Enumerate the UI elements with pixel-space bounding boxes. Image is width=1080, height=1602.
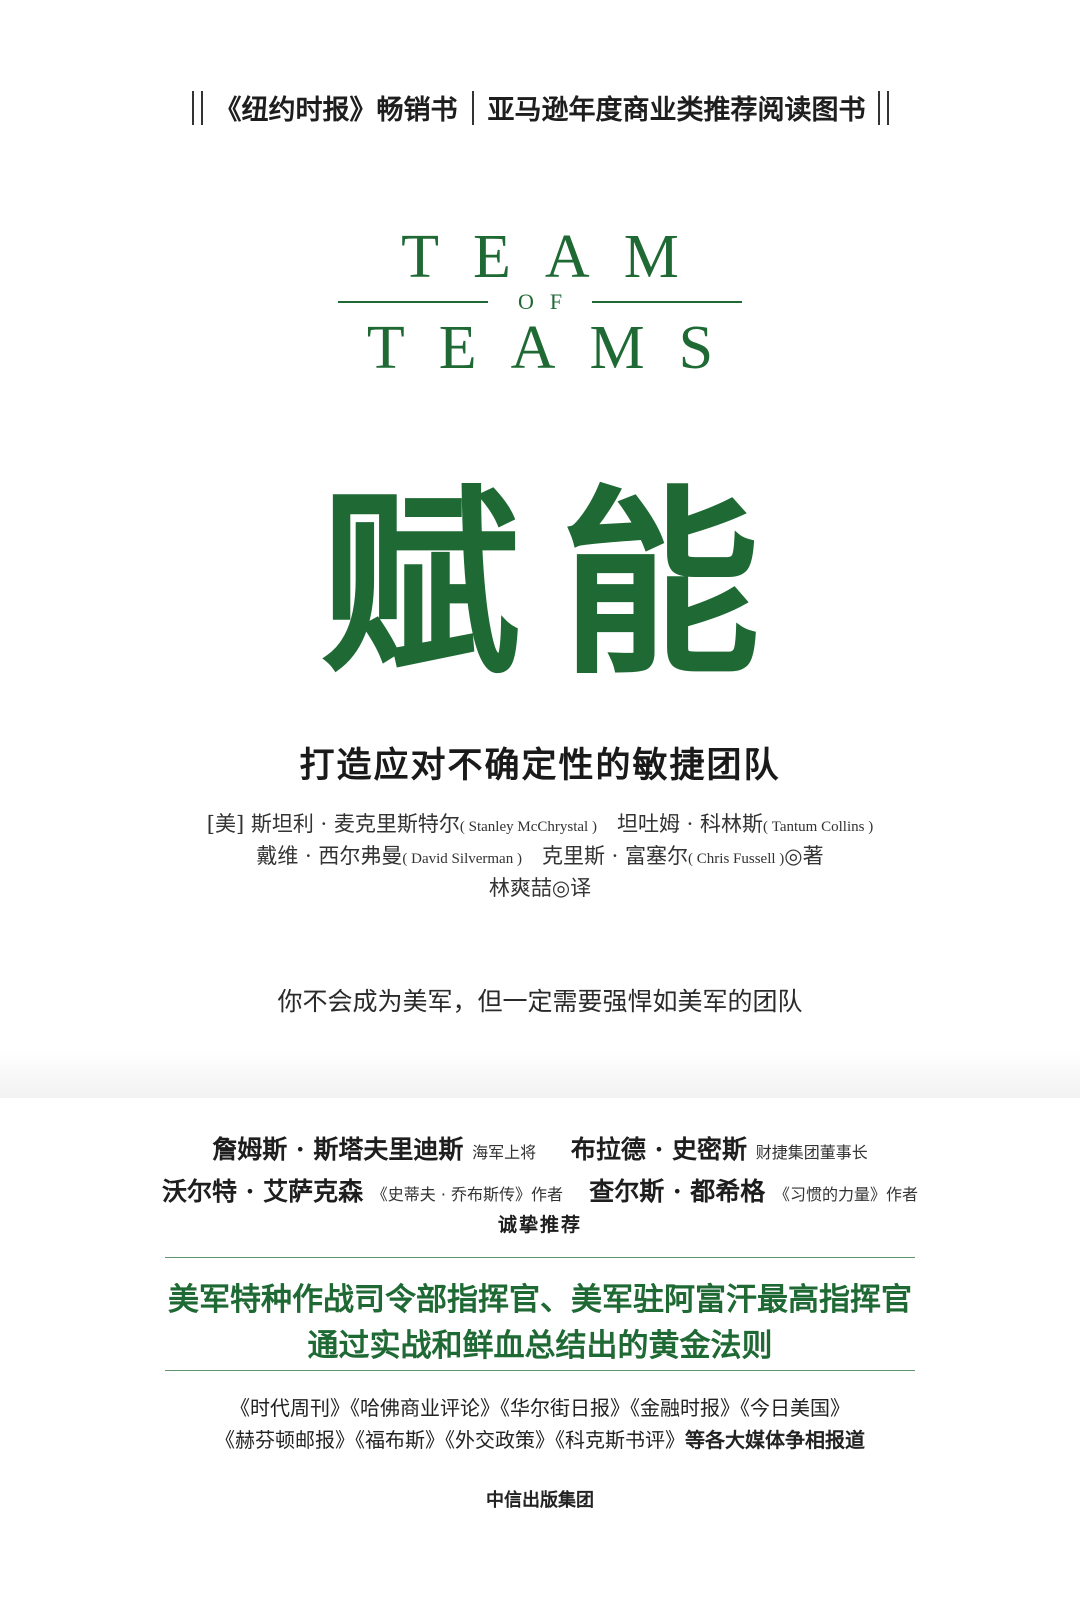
author-collins-en: ( Tantum Collins ) [763,819,874,835]
top-banner: 《纽约时报》畅销书 亚马逊年度商业类推荐阅读图书 [0,88,1080,127]
media-line2: 《赫芬顿邮报》《福布斯》《外交政策》《科克斯书评》等各大媒体争相报道 [0,1424,1080,1453]
double-bar-divider [877,90,889,125]
highlight-line2: 通过实战和鲜血总结出的黄金法则 [307,1328,773,1364]
banner-nyt-bestseller: 《纽约时报》畅销书 [214,95,458,126]
english-title-of: OF [517,289,579,314]
author-fussell-en: ( Chris Fussell ) [688,851,785,867]
book-title: 赋能 [319,467,800,702]
title-rule-left [337,301,488,303]
author-mcchrystal-en: ( Stanley McChrystal ) [459,819,597,835]
book-subtitle: 打造应对不确定性的敏捷团队 [299,746,781,786]
double-bar-divider [191,90,203,125]
recommender-stavridis: 詹姆斯 · 斯塔夫里迪斯 [212,1135,464,1164]
author-silverman-en: ( David Silverman ) [402,851,522,867]
authors-line1: [美] 斯坦利 · 麦克里斯特尔( Stanley McChrystal ) 坦… [0,808,1080,838]
author-fussell: 克里斯 · 富塞尔 [542,844,689,868]
authorship-mark: ◎著 [784,844,824,868]
tagline: 你不会成为美军，但一定需要强悍如美军的团队 [277,987,803,1016]
recommender-isaacson-role: 《史蒂夫 · 乔布斯传》作者 [371,1185,564,1204]
english-title-line2: TEAMS [366,314,748,382]
recommenders-line1: 詹姆斯 · 斯塔夫里迪斯 海军上将 布拉德 · 史密斯 财捷集团董事长 [0,1130,1080,1166]
media-line1: 《时代周刊》《哈佛商业评论》《华尔街日报》《金融时报》《今日美国》 [230,1396,850,1420]
translator: 林爽喆◎译 [488,876,592,900]
recommender-isaacson: 沃尔特 · 艾萨克森 [161,1177,364,1206]
divider-bottom [165,1370,915,1371]
author-collins: 坦吐姆 · 科林斯 [616,812,763,836]
recommender-smith-role: 财捷集团董事长 [755,1143,868,1162]
authors-line2: 戴维 · 西尔弗曼( David Silverman ) 克里斯 · 富塞尔( … [0,840,1080,870]
recommender-stavridis-role: 海军上将 [472,1143,537,1162]
endorsement-label: 诚挚推荐 [497,1214,582,1236]
media-titles: 《赫芬顿邮报》《福布斯》《外交政策》《科克斯书评》 [215,1428,685,1452]
banner-amazon-pick: 亚马逊年度商业类推荐阅读图书 [487,95,866,126]
highlight-line1: 美军特种作战司令部指挥官、美军驻阿富汗最高指挥官 [168,1282,912,1318]
recommender-duhigg: 查尔斯 · 都希格 [589,1177,766,1206]
recommenders-line2: 沃尔特 · 艾萨克森 《史蒂夫 · 乔布斯传》作者 查尔斯 · 都希格 《习惯的… [0,1172,1080,1208]
author-silverman: 戴维 · 西尔弗曼 [256,844,403,868]
bar-divider [471,90,474,125]
title-rule-right [592,301,743,303]
english-title-of-row: OF [0,287,1080,317]
author-mcchrystal: [美] 斯坦利 · 麦克里斯特尔 [206,812,460,836]
media-coverage-note: 等各大媒体争相报道 [685,1428,865,1452]
recommender-smith: 布拉德 · 史密斯 [570,1135,748,1164]
recommender-duhigg-role: 《习惯的力量》作者 [774,1185,919,1204]
divider-top [165,1257,915,1258]
lower-panel [0,1098,1080,1602]
publisher: 中信出版集团 [486,1490,594,1511]
english-title-line1: TEAM [401,223,713,291]
panel-shadow [0,1050,1080,1098]
